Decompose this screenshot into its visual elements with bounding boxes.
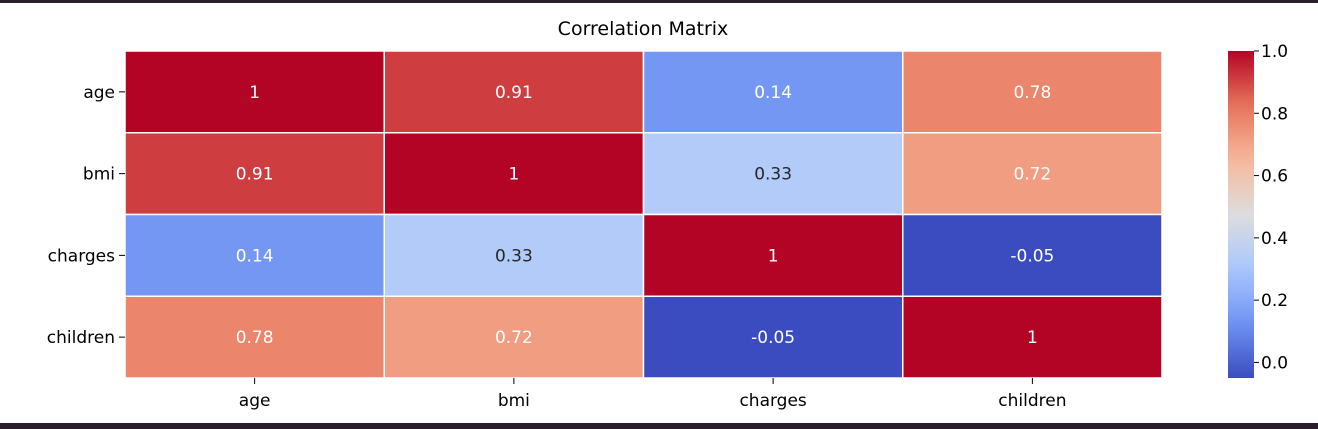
cell-annotation: 1 xyxy=(508,165,519,185)
y-tick-label: bmi xyxy=(83,165,115,185)
cell-annotation: 0.33 xyxy=(495,246,533,266)
x-tick-label: age xyxy=(239,391,271,411)
colorbar-tick-label: 0.2 xyxy=(1261,291,1288,311)
cell-annotation: 0.91 xyxy=(495,83,533,103)
y-tick-label: age xyxy=(83,83,115,103)
x-tick-label: charges xyxy=(739,391,806,411)
colorbar-tick-label: 0.6 xyxy=(1261,167,1288,187)
heatmap-cell xyxy=(383,213,645,297)
cell-annotation: 0.14 xyxy=(236,246,274,266)
cell-annotation: 0.91 xyxy=(236,165,274,185)
chart-figure: Correlation Matrix 1 0.91 0.14 0.78 0.91 1 0.3… xyxy=(0,3,1318,423)
cell-annotation: 0.78 xyxy=(236,328,274,348)
heatmap-cell xyxy=(124,295,385,379)
cell-annotation: 0.14 xyxy=(754,83,792,103)
colorbar-gradient xyxy=(1228,51,1254,378)
cell-annotation: -0.05 xyxy=(1010,246,1054,266)
heatmap-cell xyxy=(642,50,904,134)
cell-annotation: 1 xyxy=(768,246,779,266)
colorbar-tick-label: 0.0 xyxy=(1261,353,1288,373)
y-tick-label: children xyxy=(47,328,115,348)
chart-title: Correlation Matrix xyxy=(558,18,729,40)
heatmap-cell xyxy=(383,50,645,134)
cell-annotation: 1 xyxy=(249,83,260,103)
colorbar: 0.0 0.2 0.4 0.6 0.8 1.0 xyxy=(1228,42,1288,378)
heatmap-cells: 1 0.91 0.14 0.78 0.91 1 0.33 0.72 0.14 0.33 1 -0.05… xyxy=(124,50,1163,379)
heatmap-cell xyxy=(124,50,385,134)
colorbar-tick-label: 0.8 xyxy=(1261,104,1288,124)
heatmap-cell xyxy=(902,50,1163,134)
cell-annotation: 0.33 xyxy=(754,165,792,185)
colorbar-tick-label: 0.4 xyxy=(1261,229,1288,249)
heatmap-cell xyxy=(902,295,1163,379)
x-tick-label: bmi xyxy=(498,391,530,411)
cell-annotation: 1 xyxy=(1027,328,1038,348)
x-axis: age bmi charges children xyxy=(239,378,1066,411)
heatmap-chart: Correlation Matrix 1 0.91 0.14 0.78 0.91 1 0.3… xyxy=(47,18,1288,411)
heatmap-cell xyxy=(902,213,1163,297)
y-tick-label: charges xyxy=(48,246,115,266)
cell-annotation: 0.72 xyxy=(1013,165,1051,185)
cell-annotation: -0.05 xyxy=(751,328,795,348)
heatmap-cell xyxy=(383,295,645,379)
cell-annotation: 0.78 xyxy=(1013,83,1051,103)
heatmap-cell xyxy=(124,132,385,216)
heatmap-cell xyxy=(902,132,1163,216)
y-axis: age bmi charges children xyxy=(47,83,125,348)
heatmap-cell xyxy=(383,132,645,216)
cell-annotation: 0.72 xyxy=(495,328,533,348)
colorbar-tick-label: 1.0 xyxy=(1261,42,1288,62)
x-tick-label: children xyxy=(998,391,1066,411)
